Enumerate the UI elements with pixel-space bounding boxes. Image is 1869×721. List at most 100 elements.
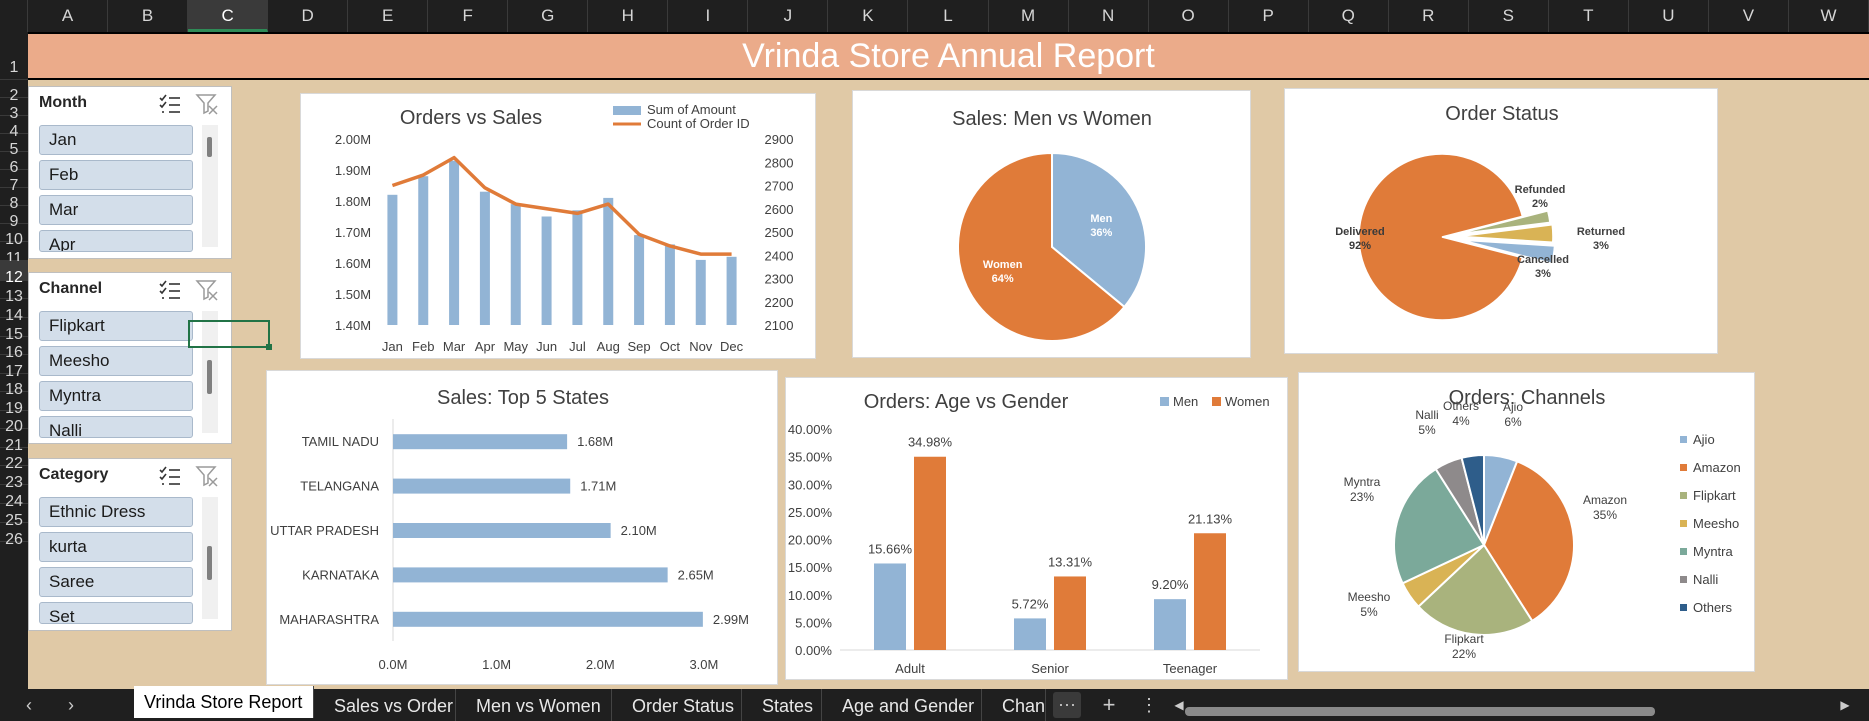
slicer-scroll-thumb[interactable] (207, 359, 212, 394)
slicer-item[interactable]: Feb (39, 160, 193, 190)
column-header-a[interactable]: A (28, 0, 109, 32)
horizontal-scrollbar[interactable] (1185, 707, 1655, 716)
slicer-month[interactable]: Month Jan Feb Mar Apr (28, 86, 232, 259)
row-header-21[interactable]: 21 (0, 429, 28, 454)
hscroll-left-icon[interactable]: ◀ (1174, 698, 1184, 712)
slicer-scrollbar[interactable] (202, 125, 218, 247)
column-header-v[interactable]: V (1709, 0, 1789, 32)
row-header-10[interactable]: 10 (0, 224, 28, 248)
slicer-item[interactable]: Saree (39, 567, 193, 597)
row-header-25[interactable]: 25 (0, 504, 28, 529)
column-header-j[interactable]: J (748, 0, 829, 32)
slicer-item[interactable]: Myntra (39, 381, 193, 411)
row-header-3[interactable]: 3 (0, 98, 28, 122)
slicer-item[interactable]: Ethnic Dress (39, 497, 193, 527)
sheet-tab[interactable]: Men vs Women (466, 689, 612, 721)
column-header-i[interactable]: I (668, 0, 749, 32)
multi-select-icon[interactable] (157, 278, 183, 302)
ellipsis-icon[interactable]: ··· (1053, 692, 1081, 718)
column-header-m[interactable]: M (989, 0, 1069, 32)
column-header-g[interactable]: G (508, 0, 589, 32)
sheet-tab[interactable]: States (752, 689, 822, 721)
active-cell-selection[interactable] (188, 320, 272, 350)
slicer-scrollbar[interactable] (202, 311, 218, 433)
row-header-8[interactable]: 8 (0, 188, 28, 212)
row-header-18[interactable]: 18 (0, 374, 28, 398)
column-header-k[interactable]: K (828, 0, 909, 32)
slicer-item[interactable]: Flipkart (39, 311, 193, 341)
row-header-15[interactable]: 15 (0, 318, 28, 343)
slicer-item[interactable]: Jan (39, 125, 193, 155)
slicer-scroll-thumb[interactable] (207, 545, 212, 580)
row-header-6[interactable]: 6 (0, 152, 28, 176)
row-header-5[interactable]: 5 (0, 134, 28, 158)
sheet-tab[interactable]: Sales vs Order (324, 689, 456, 721)
slicer-scroll-thumb[interactable] (207, 137, 212, 158)
slicer-item[interactable]: Apr (39, 230, 193, 252)
column-header-f[interactable]: F (428, 0, 509, 32)
chart-order-status[interactable]: Order Status Delivered 92% Refunded 2% Return… (1284, 88, 1718, 354)
column-header-c[interactable]: C (188, 0, 269, 32)
slicer-scrollbar[interactable] (202, 497, 218, 619)
row-header-23[interactable]: 23 (0, 466, 28, 491)
plus-icon[interactable]: + (1102, 692, 1116, 717)
row-header-2[interactable]: 2 (0, 80, 28, 104)
slicer-item[interactable]: Set (39, 602, 193, 624)
slicer-channel[interactable]: Channel Flipkart Meesho Myntra Nalli (28, 272, 232, 444)
row-header-12[interactable]: 12 (0, 261, 28, 286)
sheet-tab[interactable]: Vrinda Store Report (134, 686, 314, 718)
row-header-7[interactable]: 7 (0, 170, 28, 194)
column-header-w[interactable]: W (1789, 0, 1869, 32)
column-header-d[interactable]: D (268, 0, 349, 32)
row-header-19[interactable]: 19 (0, 392, 28, 417)
row-header-11[interactable]: 11 (0, 242, 28, 267)
slicer-item[interactable]: kurta (39, 532, 193, 562)
scroll-tabs-left-icon[interactable]: ‹ (26, 695, 32, 715)
fill-handle[interactable] (266, 344, 272, 350)
row-header-26[interactable]: 26 (0, 523, 28, 548)
column-header-b[interactable]: B (108, 0, 189, 32)
clear-filter-icon[interactable] (195, 464, 219, 488)
column-header-o[interactable]: O (1149, 0, 1229, 32)
vertical-ellipsis-icon[interactable]: ⋮ (1140, 695, 1158, 715)
chart-orders-vs-sales[interactable]: Orders vs Sales Sum of Amount Count of Ord… (300, 93, 816, 359)
sheet-tab[interactable]: Chanr (992, 689, 1046, 721)
row-header-1[interactable]: 1 (0, 32, 28, 80)
row-header-14[interactable]: 14 (0, 299, 28, 324)
hscroll-right-icon[interactable]: ▶ (1840, 698, 1850, 712)
column-header-e[interactable]: E (348, 0, 429, 32)
row-header-16[interactable]: 16 (0, 337, 28, 361)
column-header-r[interactable]: R (1389, 0, 1469, 32)
sheet-tab[interactable]: Age and Gender (832, 689, 982, 721)
clear-filter-icon[interactable] (195, 278, 219, 302)
row-header-20[interactable]: 20 (0, 411, 28, 435)
sheet-tab[interactable]: Order Status (622, 689, 742, 721)
column-header-s[interactable]: S (1469, 0, 1549, 32)
chart-sales-top-5-states[interactable]: Sales: Top 5 States TAMIL NADU 1.68M TELANG… (266, 370, 778, 685)
column-header-q[interactable]: Q (1309, 0, 1389, 32)
column-header-l[interactable]: L (908, 0, 989, 32)
column-header-h[interactable]: H (588, 0, 669, 32)
multi-select-icon[interactable] (157, 92, 183, 116)
slicer-item[interactable]: Nalli (39, 416, 193, 438)
multi-select-icon[interactable] (157, 464, 183, 488)
row-header-22[interactable]: 22 (0, 448, 28, 472)
chart-orders-channels[interactable]: Orders: Channels Ajio 6% Amazon 35% Flipkart 2… (1298, 372, 1755, 672)
column-header-u[interactable]: U (1629, 0, 1709, 32)
select-all-corner[interactable] (0, 0, 28, 32)
slicer-category[interactable]: Category Ethnic Dress kurta Saree Set (28, 458, 232, 631)
row-header-13[interactable]: 13 (0, 281, 28, 305)
row-header-4[interactable]: 4 (0, 116, 28, 140)
row-header-17[interactable]: 17 (0, 355, 28, 380)
column-header-n[interactable]: N (1069, 0, 1149, 32)
slicer-item[interactable]: Meesho (39, 346, 193, 376)
row-header-24[interactable]: 24 (0, 485, 28, 510)
column-header-p[interactable]: P (1229, 0, 1309, 32)
chart-orders-age-vs-gender[interactable]: Orders: Age vs Gender Men Women 40.00% 35.00… (785, 377, 1288, 680)
chart-sales-men-vs-women[interactable]: Sales: Men vs Women Men 36% Women 64% (852, 90, 1251, 358)
clear-filter-icon[interactable] (195, 92, 219, 116)
row-header-9[interactable]: 9 (0, 206, 28, 230)
column-header-t[interactable]: T (1549, 0, 1629, 32)
slicer-item[interactable]: Mar (39, 195, 193, 225)
scroll-tabs-right-icon[interactable]: › (68, 695, 74, 715)
